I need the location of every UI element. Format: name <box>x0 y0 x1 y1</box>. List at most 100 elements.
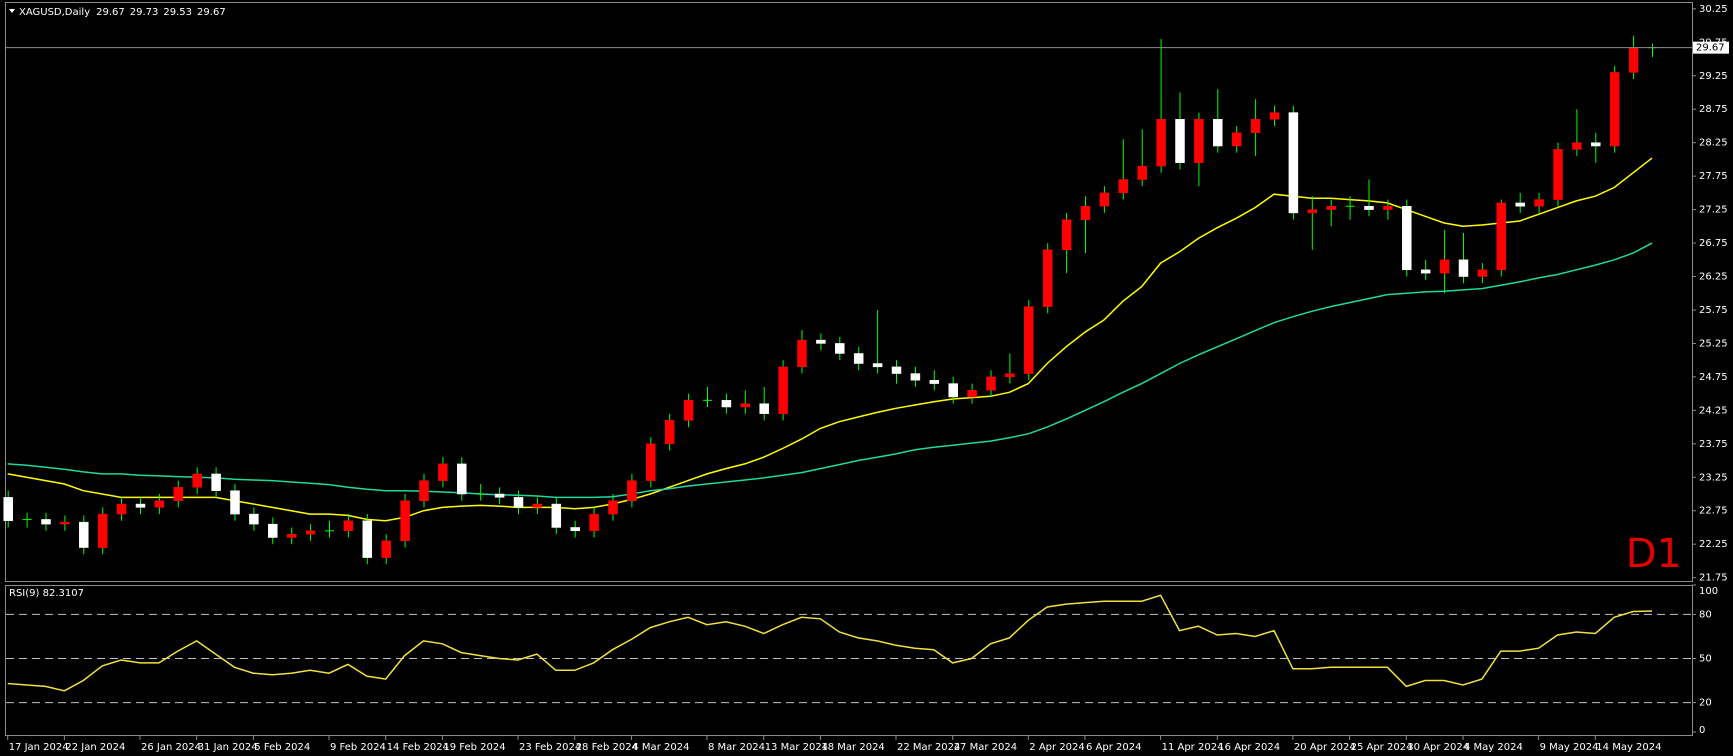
candle-body <box>362 520 373 558</box>
header-value: 29.73 <box>130 7 159 18</box>
y-tick-label: 27.75 <box>1699 171 1728 182</box>
candle-body <box>381 540 391 558</box>
candle-body <box>1439 259 1450 274</box>
candle-body <box>570 527 580 532</box>
candle-body <box>154 500 165 508</box>
y-tick-label: 22.75 <box>1699 506 1728 517</box>
candle-body <box>1515 202 1525 207</box>
candle-body <box>1042 249 1053 307</box>
y-tick-label: 26.75 <box>1699 238 1728 249</box>
candle-body <box>1534 199 1544 207</box>
candle-body <box>1307 209 1318 214</box>
candle-body <box>1175 119 1185 164</box>
candle-body <box>1250 119 1261 133</box>
candle-body <box>683 400 694 421</box>
candle-body <box>740 403 751 408</box>
candle-body <box>986 376 996 391</box>
candle-body <box>627 480 637 501</box>
candle-body <box>1326 206 1336 210</box>
x-tick-label: 26 Jan 2024 <box>141 742 201 753</box>
x-tick-label: 27 Mar 2024 <box>954 742 1017 753</box>
candle-body <box>853 353 864 364</box>
rsi-tick-label: 20 <box>1699 698 1712 709</box>
candle-body <box>1024 306 1034 374</box>
candle-body <box>1288 112 1299 214</box>
x-tick-label: 14 May 2024 <box>1596 742 1661 753</box>
candle-body <box>1553 149 1563 200</box>
candle-body <box>1118 179 1129 194</box>
header-value: 29.67 <box>96 7 125 18</box>
candle-body <box>1628 47 1639 73</box>
y-tick-label: 25.75 <box>1699 305 1728 316</box>
y-tick-label: 24.25 <box>1699 405 1728 416</box>
candle-body <box>816 339 826 344</box>
candle-body <box>230 490 240 515</box>
x-tick-label: 8 Mar 2024 <box>708 742 765 753</box>
x-tick-label: 2 Apr 2024 <box>1029 742 1084 753</box>
candle-body <box>305 530 316 535</box>
candle-body <box>1364 206 1374 210</box>
candle-body <box>116 503 127 515</box>
candle-body <box>929 379 940 384</box>
price-pane-frame <box>5 2 1693 582</box>
y-tick-label: 22.25 <box>1699 539 1728 550</box>
candle-body <box>1496 202 1507 271</box>
candle-body <box>268 523 278 538</box>
candle-body <box>948 383 958 398</box>
y-tick-label: 28.75 <box>1699 104 1728 115</box>
rsi-tick-label: 0 <box>1699 725 1705 736</box>
y-tick-label: 23.75 <box>1699 439 1728 450</box>
candle-body <box>1269 112 1280 120</box>
candle-body <box>1099 192 1110 207</box>
candle-body <box>1137 165 1147 180</box>
chart-title: XAGUSD,Daily <box>19 7 90 18</box>
rsi-line <box>7 594 1653 692</box>
x-tick-label: 13 Mar 2024 <box>765 742 828 753</box>
y-tick-label: 23.25 <box>1699 472 1728 483</box>
candle-body <box>60 521 70 525</box>
price-label: 29.67 <box>1696 43 1725 54</box>
moving-average <box>7 157 1653 522</box>
x-tick-label: 16 Apr 2024 <box>1218 742 1280 753</box>
candle-body <box>589 513 599 532</box>
candle-body <box>3 497 13 522</box>
x-tick-label: 5 Feb 2024 <box>254 742 310 753</box>
candle-body <box>532 503 543 508</box>
candle-body <box>343 520 354 532</box>
candle-body <box>249 513 259 525</box>
menu-triangle[interactable] <box>9 9 15 13</box>
moving-average <box>7 242 1653 499</box>
candle-body <box>1061 219 1072 251</box>
rsi-title: RSI(9) 82.3107 <box>9 588 84 599</box>
candle-body <box>211 473 221 491</box>
candle-body <box>1156 119 1166 167</box>
candle-body <box>1194 119 1204 164</box>
x-tick-label: 17 Jan 2024 <box>9 742 69 753</box>
candle-body <box>79 521 89 548</box>
x-tick-label: 22 Jan 2024 <box>65 742 125 753</box>
x-tick-label: 28 Feb 2024 <box>576 742 638 753</box>
candle-body <box>41 519 51 525</box>
candle-body <box>778 366 788 414</box>
candle-body <box>759 403 769 414</box>
candle-body <box>797 339 807 368</box>
timeframe-annotation: D1 <box>1626 531 1682 577</box>
x-tick-label: 11 Apr 2024 <box>1162 742 1224 753</box>
candle-body <box>192 473 202 488</box>
x-tick-label: 20 Apr 2024 <box>1294 742 1356 753</box>
candle-body <box>1420 269 1431 274</box>
candle-body <box>1477 269 1488 277</box>
candle-body <box>1383 206 1393 210</box>
candle-body <box>1572 142 1582 150</box>
x-tick-label: 14 Feb 2024 <box>387 742 449 753</box>
candle-body <box>494 493 505 498</box>
candle-body <box>513 497 524 508</box>
y-tick-label: 25.25 <box>1699 338 1728 349</box>
candle-body <box>891 366 902 374</box>
x-tick-label: 25 Apr 2024 <box>1351 742 1413 753</box>
candle-body <box>664 420 675 445</box>
rsi-tick-label: 80 <box>1699 609 1712 620</box>
